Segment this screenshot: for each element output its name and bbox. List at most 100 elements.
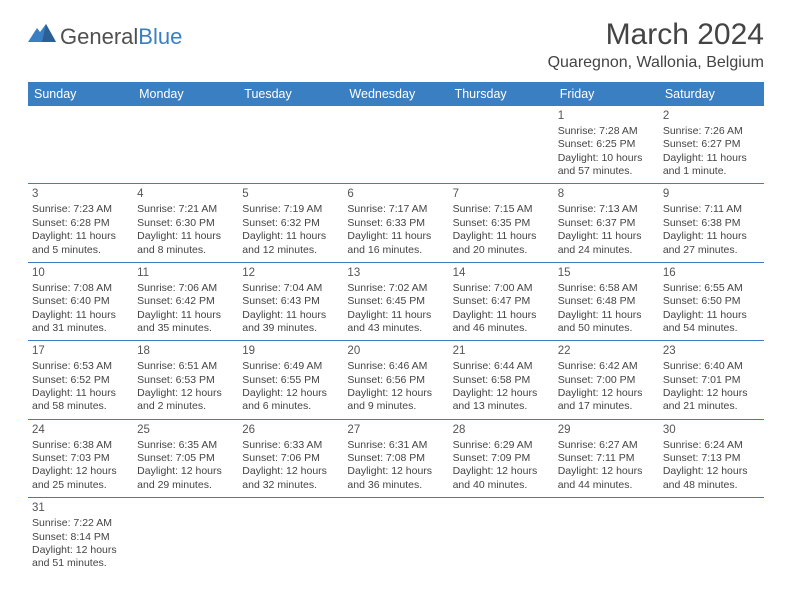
sunrise-line: Sunrise: 7:26 AM: [663, 125, 760, 138]
day-cell: 5Sunrise: 7:19 AMSunset: 6:32 PMDaylight…: [238, 184, 343, 262]
daylight-line: Daylight: 12 hours and 21 minutes.: [663, 387, 760, 414]
sunset-line: Sunset: 6:48 PM: [558, 295, 655, 308]
logo-text-general: General: [60, 24, 138, 49]
day-cell: 16Sunrise: 6:55 AMSunset: 6:50 PMDayligh…: [659, 262, 764, 340]
calendar-row: 31Sunrise: 7:22 AMSunset: 8:14 PMDayligh…: [28, 498, 764, 576]
sunset-line: Sunset: 6:27 PM: [663, 138, 760, 151]
day-number: 20: [347, 344, 444, 359]
daylight-line: Daylight: 12 hours and 51 minutes.: [32, 544, 129, 571]
sunrise-line: Sunrise: 6:35 AM: [137, 439, 234, 452]
weekday-header: Thursday: [449, 82, 554, 106]
daylight-line: Daylight: 11 hours and 24 minutes.: [558, 230, 655, 257]
day-cell: 9Sunrise: 7:11 AMSunset: 6:38 PMDaylight…: [659, 184, 764, 262]
sunset-line: Sunset: 6:37 PM: [558, 217, 655, 230]
empty-cell: [238, 498, 343, 576]
day-cell: 27Sunrise: 6:31 AMSunset: 7:08 PMDayligh…: [343, 419, 448, 497]
daylight-line: Daylight: 11 hours and 35 minutes.: [137, 309, 234, 336]
day-number: 25: [137, 423, 234, 438]
sunrise-line: Sunrise: 6:40 AM: [663, 360, 760, 373]
day-number: 10: [32, 266, 129, 281]
sunrise-line: Sunrise: 6:49 AM: [242, 360, 339, 373]
day-cell: 13Sunrise: 7:02 AMSunset: 6:45 PMDayligh…: [343, 262, 448, 340]
day-cell: 1Sunrise: 7:28 AMSunset: 6:25 PMDaylight…: [554, 106, 659, 184]
day-cell: 23Sunrise: 6:40 AMSunset: 7:01 PMDayligh…: [659, 341, 764, 419]
daylight-line: Daylight: 11 hours and 20 minutes.: [453, 230, 550, 257]
day-number: 5: [242, 187, 339, 202]
day-number: 17: [32, 344, 129, 359]
weekday-header: Tuesday: [238, 82, 343, 106]
sunrise-line: Sunrise: 6:55 AM: [663, 282, 760, 295]
sunset-line: Sunset: 6:30 PM: [137, 217, 234, 230]
sunset-line: Sunset: 7:06 PM: [242, 452, 339, 465]
sunset-line: Sunset: 6:32 PM: [242, 217, 339, 230]
day-number: 21: [453, 344, 550, 359]
day-number: 1: [558, 109, 655, 124]
sunset-line: Sunset: 7:13 PM: [663, 452, 760, 465]
day-number: 13: [347, 266, 444, 281]
day-cell: 22Sunrise: 6:42 AMSunset: 7:00 PMDayligh…: [554, 341, 659, 419]
sunset-line: Sunset: 6:53 PM: [137, 374, 234, 387]
day-number: 6: [347, 187, 444, 202]
calendar-row: 3Sunrise: 7:23 AMSunset: 6:28 PMDaylight…: [28, 184, 764, 262]
sunrise-line: Sunrise: 7:00 AM: [453, 282, 550, 295]
day-number: 30: [663, 423, 760, 438]
logo: GeneralBlue: [28, 24, 182, 50]
sunset-line: Sunset: 7:03 PM: [32, 452, 129, 465]
calendar-page: GeneralBlue March 2024 Quaregnon, Wallon…: [0, 0, 792, 594]
day-number: 19: [242, 344, 339, 359]
daylight-line: Daylight: 11 hours and 8 minutes.: [137, 230, 234, 257]
calendar-row: 1Sunrise: 7:28 AMSunset: 6:25 PMDaylight…: [28, 106, 764, 184]
daylight-line: Daylight: 11 hours and 12 minutes.: [242, 230, 339, 257]
sunset-line: Sunset: 6:45 PM: [347, 295, 444, 308]
daylight-line: Daylight: 12 hours and 29 minutes.: [137, 465, 234, 492]
sunrise-line: Sunrise: 7:02 AM: [347, 282, 444, 295]
day-number: 16: [663, 266, 760, 281]
day-cell: 11Sunrise: 7:06 AMSunset: 6:42 PMDayligh…: [133, 262, 238, 340]
sunset-line: Sunset: 6:50 PM: [663, 295, 760, 308]
sunset-line: Sunset: 6:42 PM: [137, 295, 234, 308]
sunrise-line: Sunrise: 6:24 AM: [663, 439, 760, 452]
weekday-header-row: SundayMondayTuesdayWednesdayThursdayFrid…: [28, 82, 764, 106]
daylight-line: Daylight: 12 hours and 9 minutes.: [347, 387, 444, 414]
calendar-row: 24Sunrise: 6:38 AMSunset: 7:03 PMDayligh…: [28, 419, 764, 497]
sunrise-line: Sunrise: 7:28 AM: [558, 125, 655, 138]
day-number: 27: [347, 423, 444, 438]
sunset-line: Sunset: 6:55 PM: [242, 374, 339, 387]
day-number: 18: [137, 344, 234, 359]
day-cell: 10Sunrise: 7:08 AMSunset: 6:40 PMDayligh…: [28, 262, 133, 340]
day-cell: 2Sunrise: 7:26 AMSunset: 6:27 PMDaylight…: [659, 106, 764, 184]
sunset-line: Sunset: 6:40 PM: [32, 295, 129, 308]
day-cell: 31Sunrise: 7:22 AMSunset: 8:14 PMDayligh…: [28, 498, 133, 576]
sunset-line: Sunset: 6:56 PM: [347, 374, 444, 387]
day-number: 9: [663, 187, 760, 202]
sunrise-line: Sunrise: 7:04 AM: [242, 282, 339, 295]
daylight-line: Daylight: 11 hours and 50 minutes.: [558, 309, 655, 336]
daylight-line: Daylight: 12 hours and 2 minutes.: [137, 387, 234, 414]
daylight-line: Daylight: 12 hours and 48 minutes.: [663, 465, 760, 492]
day-number: 23: [663, 344, 760, 359]
daylight-line: Daylight: 12 hours and 17 minutes.: [558, 387, 655, 414]
empty-cell: [28, 106, 133, 184]
day-number: 3: [32, 187, 129, 202]
daylight-line: Daylight: 11 hours and 46 minutes.: [453, 309, 550, 336]
sunrise-line: Sunrise: 6:53 AM: [32, 360, 129, 373]
sunrise-line: Sunrise: 6:46 AM: [347, 360, 444, 373]
daylight-line: Daylight: 12 hours and 40 minutes.: [453, 465, 550, 492]
sunrise-line: Sunrise: 7:08 AM: [32, 282, 129, 295]
day-cell: 8Sunrise: 7:13 AMSunset: 6:37 PMDaylight…: [554, 184, 659, 262]
sunrise-line: Sunrise: 6:29 AM: [453, 439, 550, 452]
daylight-line: Daylight: 11 hours and 54 minutes.: [663, 309, 760, 336]
daylight-line: Daylight: 11 hours and 31 minutes.: [32, 309, 129, 336]
empty-cell: [659, 498, 764, 576]
day-number: 11: [137, 266, 234, 281]
daylight-line: Daylight: 12 hours and 25 minutes.: [32, 465, 129, 492]
daylight-line: Daylight: 11 hours and 43 minutes.: [347, 309, 444, 336]
empty-cell: [554, 498, 659, 576]
sunset-line: Sunset: 7:08 PM: [347, 452, 444, 465]
day-number: 4: [137, 187, 234, 202]
day-number: 2: [663, 109, 760, 124]
weekday-header: Sunday: [28, 82, 133, 106]
sunrise-line: Sunrise: 7:15 AM: [453, 203, 550, 216]
day-number: 31: [32, 501, 129, 516]
empty-cell: [133, 106, 238, 184]
